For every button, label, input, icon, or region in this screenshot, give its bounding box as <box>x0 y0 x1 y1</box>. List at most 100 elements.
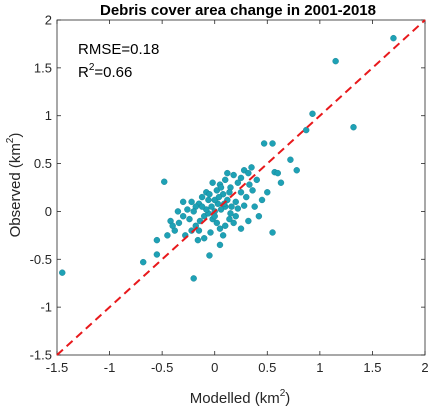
y-tick-label: -1 <box>40 300 52 315</box>
data-point <box>59 269 66 276</box>
data-point <box>302 126 310 134</box>
x-tick-label: 1 <box>316 360 323 375</box>
data-point <box>217 206 225 213</box>
data-point <box>251 203 258 210</box>
data-point <box>190 275 197 282</box>
data-point <box>264 189 271 196</box>
chart-title: Debris cover area change in 2001-2018 <box>100 2 376 19</box>
data-point <box>161 178 168 185</box>
data-point <box>293 167 300 174</box>
x-axis-label: Modelled (km2) <box>190 388 291 407</box>
data-point <box>260 140 268 147</box>
data-point <box>206 190 213 198</box>
data-point <box>190 208 197 215</box>
data-point <box>224 169 231 177</box>
data-point <box>237 225 245 232</box>
data-point <box>169 222 176 229</box>
data-point <box>309 110 316 118</box>
data-point <box>222 222 229 229</box>
x-tick-label: -0.5 <box>151 360 173 375</box>
data-point <box>153 251 161 258</box>
data-point <box>217 184 225 191</box>
plot-area: -1.5 -1 -0.5 0 0.5 1 1.5 2 -1.5 -1 -0.5 0 0.5 1 1.5 2 <box>30 13 429 376</box>
r2-value: =0.66 <box>94 64 132 81</box>
data-point <box>206 252 213 259</box>
reference-line-1to1 <box>56 19 426 356</box>
data-point <box>205 196 212 204</box>
data-point <box>232 213 239 220</box>
data-point <box>232 198 239 206</box>
data-point <box>390 34 397 42</box>
x-axis-label-close: ) <box>285 390 290 407</box>
y-tick-label: 0 <box>45 204 52 219</box>
data-point <box>237 189 245 196</box>
data-point <box>277 179 285 186</box>
data-point <box>332 57 339 65</box>
data-point <box>164 232 171 239</box>
x-tick-label: 2 <box>421 360 428 375</box>
x-tick-label: 0 <box>211 360 218 375</box>
data-point <box>195 227 203 234</box>
data-point <box>188 198 195 206</box>
data-point <box>258 196 266 204</box>
y-axis-label-close: ) <box>7 133 24 138</box>
data-point <box>198 193 206 201</box>
y-tick-label: 1 <box>45 108 52 123</box>
data-point <box>240 202 248 209</box>
data-point <box>269 229 276 236</box>
data-point <box>230 171 237 179</box>
data-point <box>208 203 215 210</box>
r2-annotation: R2=0.66 <box>78 62 132 81</box>
data-point <box>213 219 221 227</box>
data-point <box>226 189 233 196</box>
data-point <box>186 215 193 223</box>
data-point <box>207 229 214 236</box>
data-point <box>226 215 233 223</box>
data-point <box>237 174 245 182</box>
x-axis-label-sup: 2 <box>280 388 286 399</box>
data-point <box>216 225 224 232</box>
data-point <box>253 176 260 184</box>
data-point <box>230 219 237 227</box>
data-point <box>287 156 294 163</box>
x-tick-label: -1.5 <box>46 360 68 375</box>
x-tick-label: 0.5 <box>258 360 276 375</box>
data-point <box>179 213 187 220</box>
x-tick-label: -1 <box>104 360 116 375</box>
data-point <box>234 179 242 186</box>
data-point <box>227 210 234 217</box>
data-point <box>274 169 281 177</box>
data-point <box>245 169 252 177</box>
r2-superscript: 2 <box>89 62 95 73</box>
y-axis-label-sup: 2 <box>5 137 16 143</box>
data-point <box>175 219 183 227</box>
data-point <box>153 236 161 244</box>
data-point <box>243 193 250 201</box>
data-point <box>215 193 223 201</box>
data-point <box>198 203 206 210</box>
data-point <box>211 213 218 220</box>
y-tick-label: -1.5 <box>30 348 52 363</box>
data-point <box>174 208 182 215</box>
y-tick-label: 2 <box>45 13 52 28</box>
data-point <box>246 181 253 188</box>
data-point <box>234 205 242 212</box>
data-point <box>184 206 191 213</box>
data-point <box>216 241 224 249</box>
y-axis-label-main: Observed (km <box>7 143 24 237</box>
data-point <box>248 164 255 171</box>
data-point <box>209 179 216 186</box>
data-point <box>269 140 276 147</box>
data-point <box>140 258 147 266</box>
y-axis-label: Observed (km2) <box>5 133 24 238</box>
y-tick-label: 0.5 <box>34 156 52 171</box>
data-point <box>219 232 227 239</box>
rmse-annotation: RMSE=0.18 <box>78 41 159 58</box>
data-point <box>200 235 208 242</box>
data-point <box>245 217 252 225</box>
x-axis-label-main: Modelled (km <box>190 390 280 407</box>
data-point <box>350 123 357 131</box>
r2-main: R <box>78 64 89 81</box>
